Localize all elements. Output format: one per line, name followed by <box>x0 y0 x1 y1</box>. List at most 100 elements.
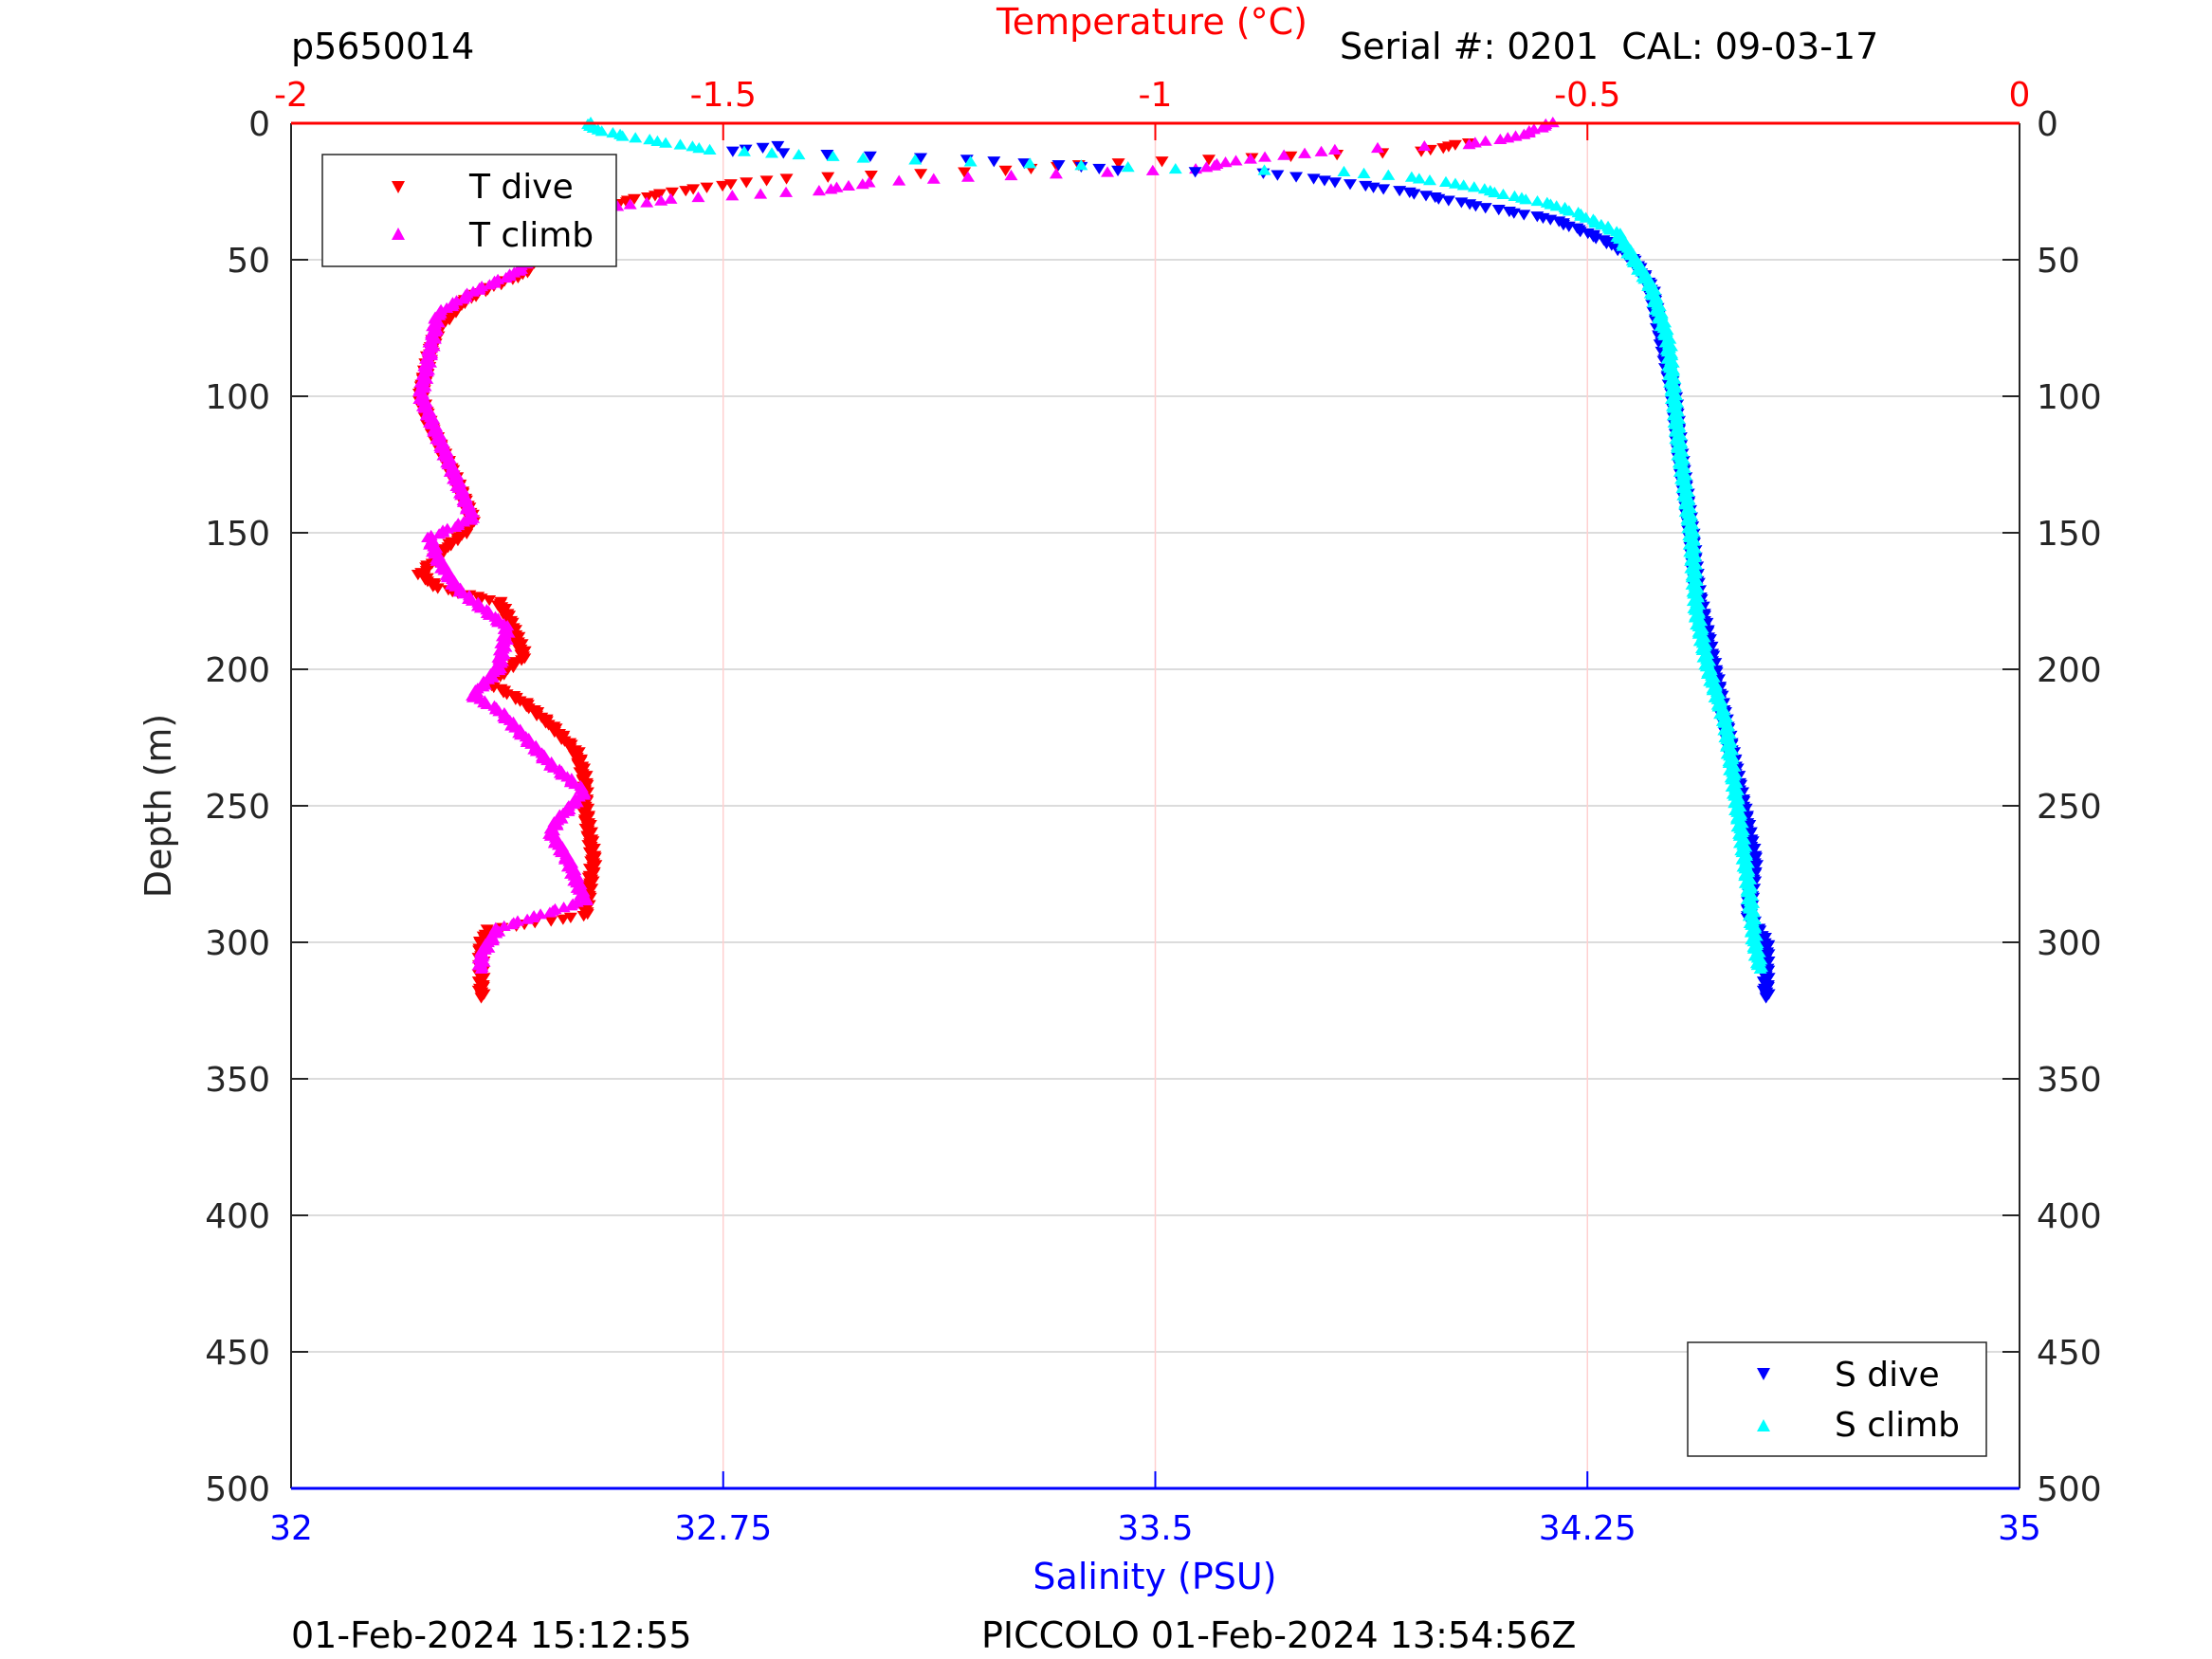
temperature-tick-label: -1 <box>1139 76 1173 115</box>
data-point <box>1422 174 1436 186</box>
data-point <box>737 145 751 156</box>
data-point <box>1337 165 1351 177</box>
data-point <box>1366 182 1380 193</box>
data-point <box>650 135 665 146</box>
data-point <box>483 279 497 290</box>
legend-temperature-box <box>321 154 617 267</box>
data-point <box>606 126 620 138</box>
y-tick-label-right: 500 <box>2037 1470 2102 1509</box>
footer-timestamp: 01-Feb-2024 15:12:55 <box>291 1614 692 1656</box>
data-point <box>1092 163 1106 175</box>
data-point <box>1417 139 1432 152</box>
y-tick-label-right: 50 <box>2037 242 2080 281</box>
data-point <box>1328 177 1343 189</box>
data-point <box>643 134 657 145</box>
grid <box>291 123 2020 1488</box>
y-tick-label-left: 50 <box>227 242 270 281</box>
data-point <box>556 914 570 925</box>
data-point <box>542 906 557 918</box>
data-point <box>1493 133 1508 145</box>
data-point <box>640 191 654 204</box>
y-tick-label-left: 300 <box>205 924 270 963</box>
data-point <box>792 148 806 160</box>
footer-mission: PICCOLO 01-Feb-2024 13:54:56Z <box>981 1614 1576 1656</box>
data-point <box>1517 128 1531 139</box>
data-point <box>855 178 869 190</box>
data-point <box>958 167 972 178</box>
temperature-tick-label: -0.5 <box>1554 76 1620 115</box>
data-point <box>1051 160 1066 172</box>
data-point <box>1478 203 1492 214</box>
temperature-axis-title: Temperature (°C) <box>996 1 1307 43</box>
data-point <box>1168 162 1182 174</box>
data-point <box>1407 189 1421 200</box>
y-tick-label-right: 200 <box>2037 651 2102 690</box>
data-point <box>1074 159 1088 171</box>
data-point <box>499 271 513 283</box>
data-point <box>700 182 714 193</box>
data-point <box>615 130 630 141</box>
data-point <box>1145 164 1160 175</box>
data-point <box>856 152 870 163</box>
data-point <box>679 186 693 197</box>
data-point <box>1298 147 1312 158</box>
y-tick-label-left: 100 <box>205 378 270 417</box>
data-point <box>1243 153 1257 164</box>
data-point <box>812 185 826 196</box>
data-point <box>1412 173 1426 184</box>
salinity-axis-title: Salinity (PSU) <box>1033 1556 1276 1597</box>
data-point <box>430 583 445 594</box>
data-point <box>1519 193 1533 205</box>
data-point <box>926 173 941 184</box>
y-tick-label-left: 500 <box>205 1470 270 1509</box>
data-point <box>1208 159 1222 171</box>
data-point <box>725 146 740 157</box>
data-point <box>892 174 906 186</box>
data-point <box>1441 195 1455 207</box>
data-point <box>820 150 834 161</box>
legend-salinity: S dive S climb <box>1687 1341 1987 1457</box>
data-point <box>1508 130 1523 141</box>
data-point <box>1284 151 1298 162</box>
data-point <box>1155 156 1169 168</box>
legend-t-climb-marker <box>392 228 405 240</box>
data-point <box>432 528 447 539</box>
data-point <box>1343 179 1357 191</box>
data-point <box>1381 169 1396 180</box>
legend-t-dive-marker <box>392 181 405 193</box>
data-point <box>623 198 637 210</box>
data-point <box>505 919 520 930</box>
data-point <box>480 698 494 709</box>
temperature-tick-label: 0 <box>2009 76 2031 115</box>
data-point <box>1759 993 1773 1004</box>
y-tick-label-right: 300 <box>2037 924 2102 963</box>
data-point <box>1317 175 1331 187</box>
data-point <box>691 191 705 203</box>
y-tick-label-right: 250 <box>2037 788 2102 827</box>
y-tick-label-right: 450 <box>2037 1334 2102 1373</box>
data-point <box>1530 194 1545 207</box>
data-point <box>1488 186 1502 198</box>
data-point <box>465 514 479 525</box>
y-tick-label-left: 250 <box>205 788 270 827</box>
y-tick-label-right: 0 <box>2037 105 2058 144</box>
data-point <box>779 173 794 185</box>
data-point <box>576 911 591 922</box>
y-tick-label-left: 350 <box>205 1061 270 1100</box>
data-point <box>1327 143 1342 155</box>
data-point <box>1229 155 1243 166</box>
salinity-tick-label: 32.75 <box>674 1509 772 1548</box>
data-point <box>1307 173 1321 185</box>
data-point <box>1535 121 1549 133</box>
data-point <box>1501 132 1515 143</box>
data-point <box>824 183 838 194</box>
data-point <box>779 186 794 197</box>
data-point <box>1496 188 1510 200</box>
data-point <box>914 169 928 180</box>
salinity-tick-label: 32 <box>269 1509 313 1548</box>
data-point <box>1017 158 1032 170</box>
salinity-tick-label: 34.25 <box>1539 1509 1636 1548</box>
data-point <box>1438 175 1453 187</box>
data-point <box>1257 164 1271 175</box>
